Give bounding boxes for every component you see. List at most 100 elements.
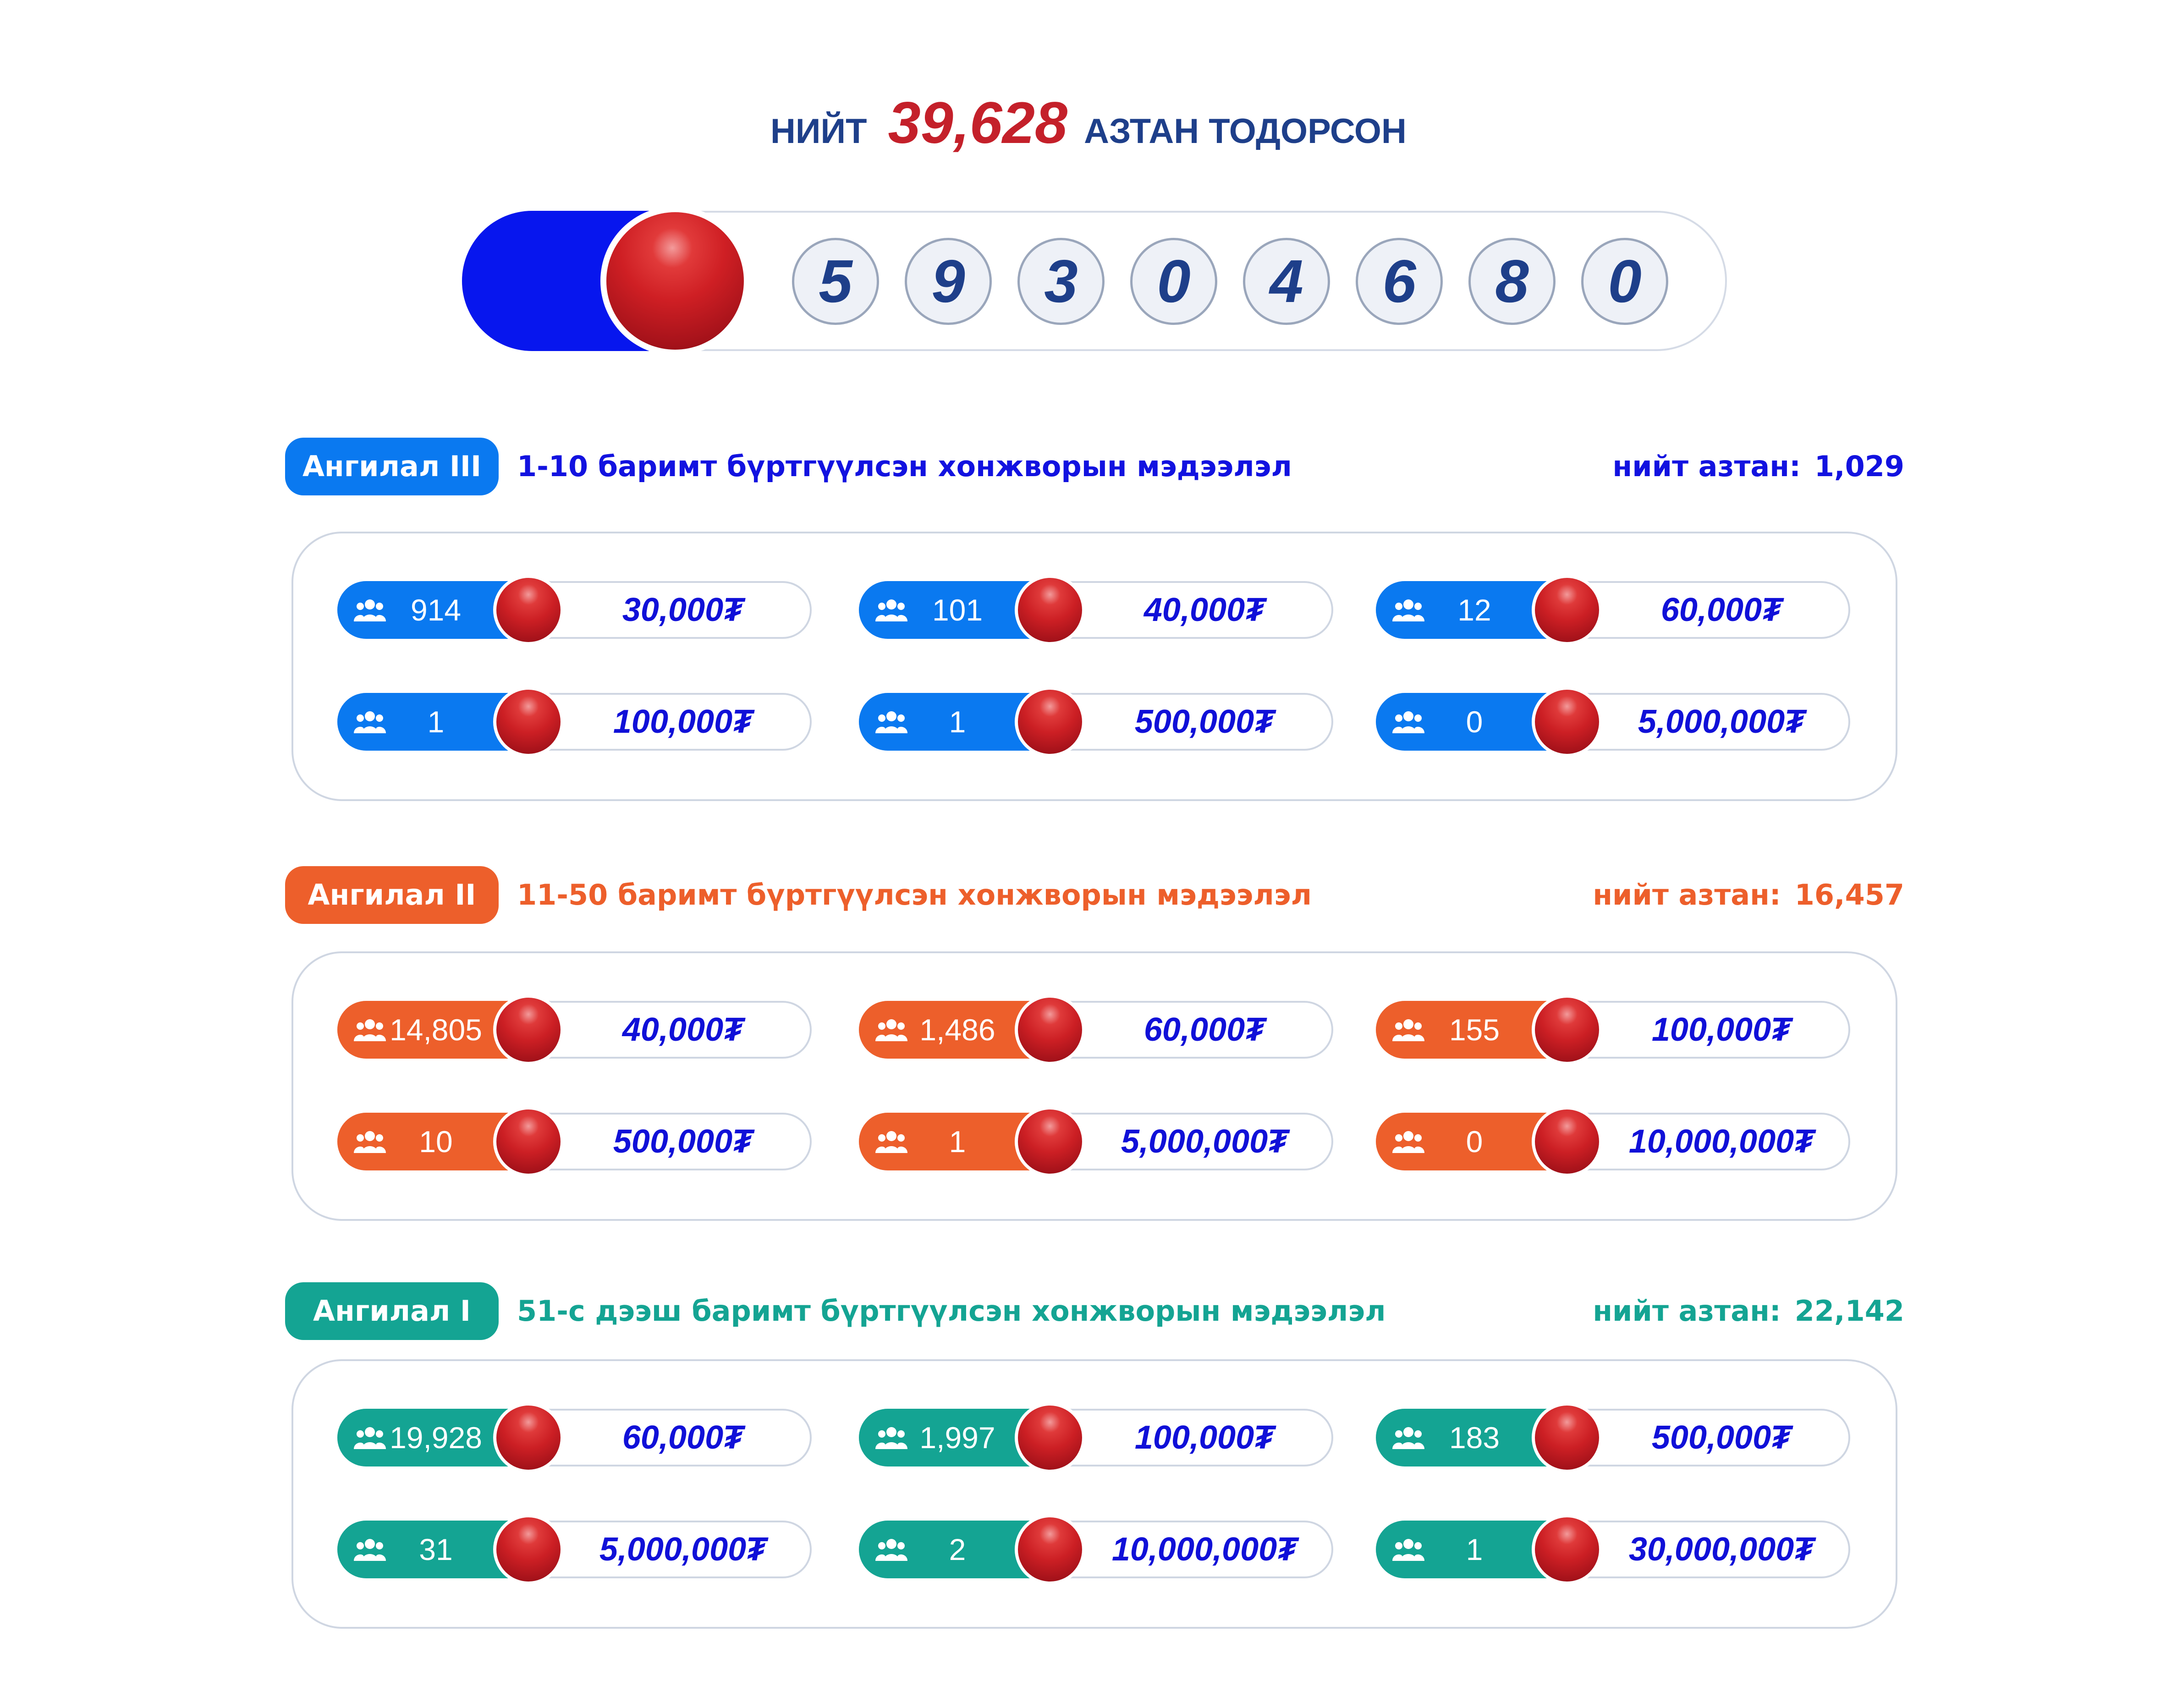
lottery-ball-icon [1015,1514,1085,1585]
winner-count: 0 [1466,705,1483,739]
prize-amount: 40,000₮ [622,1011,744,1048]
winner-count: 10 [419,1125,453,1159]
category-3-badge: Ангилал III [285,438,499,495]
lottery-ball-icon [600,206,750,356]
winners-group-icon [875,1130,907,1153]
prize-tier: 19,928 60,000₮ [337,1402,812,1473]
winners-group-icon [354,1538,386,1561]
category-3-prize-panel [291,532,1897,801]
lottery-ball-icon [493,575,564,645]
prize-tier: 1 5,000,000₮ [859,1106,1333,1177]
prize-amount: 60,000₮ [1143,1011,1265,1048]
prize-amount: 500,000₮ [1651,1419,1792,1456]
lottery-ball-icon [1015,1402,1085,1473]
prize-amount: 10,000,000₮ [1111,1531,1297,1568]
prize-tier: 1 500,000₮ [859,686,1333,757]
winners-group-icon [354,1018,386,1041]
lottery-ball-icon [1532,686,1602,757]
winner-count: 2 [949,1532,966,1566]
winning-digit: 8 [1468,238,1556,325]
winner-count: 1 [1466,1532,1483,1566]
winners-group-icon [1392,1426,1424,1449]
prize-amount: 10,000,000₮ [1628,1123,1814,1160]
prize-tier: 183 500,000₮ [1376,1402,1850,1473]
lottery-ball-icon [1532,1402,1602,1473]
winning-digit: 9 [905,238,992,325]
category-1-prize-panel [291,1359,1897,1629]
lottery-ball-icon [1015,686,1085,757]
winners-group-icon [875,599,907,621]
winner-count: 1,997 [919,1421,995,1455]
winning-digit: 0 [1581,238,1668,325]
category-1-badge: Ангилал I [285,1282,499,1340]
prize-amount: 5,000,000₮ [1638,703,1805,740]
lottery-ball-icon [493,994,564,1065]
category-2-badge: Ангилал II [285,866,499,924]
winner-count: 0 [1466,1125,1483,1159]
winner-count: 1,486 [919,1013,995,1047]
prize-tier: 14,805 40,000₮ [337,994,812,1065]
winning-digit: 6 [1356,238,1443,325]
prize-amount: 5,000,000₮ [1121,1123,1288,1160]
winner-count: 31 [419,1532,453,1566]
category-2-prize-panel [291,951,1897,1221]
prize-tier: 31 5,000,000₮ [337,1514,812,1585]
lottery-ball-icon [493,1106,564,1177]
prize-tier: 0 10,000,000₮ [1376,1106,1850,1177]
category-2-title: 11-50 баримт бүртгүүлсэн хонжворын мэдээ… [517,878,1312,912]
category-2-total: нийт азтан: 16,457 [1593,866,1904,924]
headline: НИЙТ 39,628 АЗТАН ТОДОРСОН [0,89,2177,157]
winners-group-icon [875,710,907,733]
prize-tier: 1,997 100,000₮ [859,1402,1333,1473]
prize-amount: 60,000₮ [1660,592,1782,628]
winners-group-icon [875,1426,907,1449]
lottery-ball-icon [493,686,564,757]
winners-group-icon [875,1538,907,1561]
prize-amount: 100,000₮ [613,703,753,740]
winner-count: 1 [427,705,445,739]
prize-tier: 10 500,000₮ [337,1106,812,1177]
prize-tier: 155 100,000₮ [1376,994,1850,1065]
winner-count: 14,805 [390,1013,482,1047]
lottery-ball-icon [493,1514,564,1585]
category-3-title: 1-10 баримт бүртгүүлсэн хонжворын мэдээл… [517,450,1292,483]
prize-tier: 1 100,000₮ [337,686,812,757]
lottery-ball-icon [1015,994,1085,1065]
prize-amount: 100,000₮ [1134,1419,1275,1456]
winner-count: 12 [1457,593,1491,627]
winner-count: 155 [1449,1013,1500,1047]
winner-count: 1 [949,1125,966,1159]
total-label: нийт азтан: [1593,1294,1781,1328]
prize-tier: 1 30,000,000₮ [1376,1514,1850,1585]
prize-tier: 1,486 60,000₮ [859,994,1333,1065]
winner-count: 1 [949,705,966,739]
headline-total: 39,628 [888,90,1068,156]
winners-group-icon [354,710,386,733]
winners-group-icon [354,599,386,621]
lottery-ball-icon [1532,1514,1602,1585]
winners-group-icon [1392,1538,1424,1561]
lottery-ball-icon [1015,1106,1085,1177]
lottery-ball-icon [1532,994,1602,1065]
prize-amount: 100,000₮ [1651,1011,1792,1048]
total-value: 22,142 [1794,1294,1904,1328]
winner-count: 19,928 [390,1421,482,1455]
winners-group-icon [1392,1130,1424,1153]
prize-amount: 5,000,000₮ [599,1531,767,1568]
winners-group-icon [875,1018,907,1041]
lottery-ball-icon [1532,575,1602,645]
winner-count: 183 [1449,1421,1500,1455]
winning-digit: 4 [1243,238,1330,325]
winner-count: 914 [410,593,462,627]
winners-group-icon [1392,1018,1424,1041]
winning-digit: 5 [792,238,879,325]
total-value: 1,029 [1814,450,1904,483]
winners-group-icon [354,1426,386,1449]
winning-digit: 0 [1130,238,1217,325]
headline-suffix: АЗТАН ТОДОРСОН [1084,112,1407,151]
category-1-title: 51-с дээш баримт бүртгүүлсэн хонжворын м… [517,1294,1386,1328]
winners-group-icon [354,1130,386,1153]
prize-amount: 500,000₮ [1134,703,1275,740]
winners-group-icon [1392,599,1424,621]
